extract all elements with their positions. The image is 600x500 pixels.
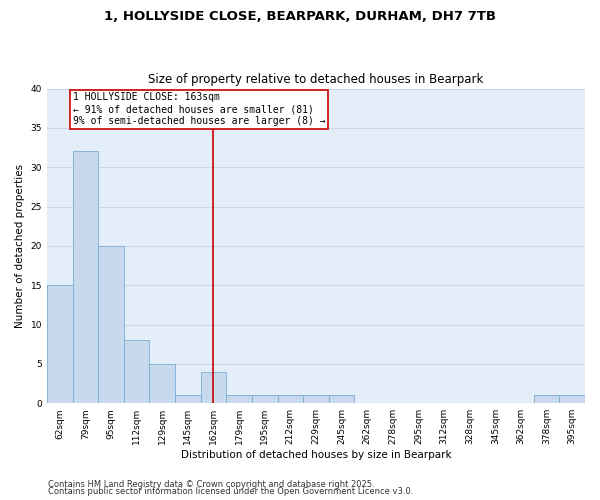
Bar (200, 372, 226, 403)
Y-axis label: Number of detached properties: Number of detached properties (15, 164, 25, 328)
Bar (559, 396, 585, 403)
Bar (98, 246, 124, 403)
Text: Contains HM Land Registry data © Crown copyright and database right 2025.: Contains HM Land Registry data © Crown c… (48, 480, 374, 489)
X-axis label: Distribution of detached houses by size in Bearpark: Distribution of detached houses by size … (181, 450, 451, 460)
Text: 1 HOLLYSIDE CLOSE: 163sqm
← 91% of detached houses are smaller (81)
9% of semi-d: 1 HOLLYSIDE CLOSE: 163sqm ← 91% of detac… (73, 92, 325, 126)
Bar (329, 396, 355, 403)
Text: Contains public sector information licensed under the Open Government Licence v3: Contains public sector information licen… (48, 487, 413, 496)
Bar (534, 396, 559, 403)
Text: 1, HOLLYSIDE CLOSE, BEARPARK, DURHAM, DH7 7TB: 1, HOLLYSIDE CLOSE, BEARPARK, DURHAM, DH… (104, 10, 496, 23)
Bar (47, 285, 73, 403)
Bar (252, 396, 278, 403)
Bar (73, 152, 98, 403)
Bar (303, 396, 329, 403)
Bar (175, 396, 200, 403)
Bar (149, 364, 175, 403)
Title: Size of property relative to detached houses in Bearpark: Size of property relative to detached ho… (148, 73, 484, 86)
Bar (278, 396, 303, 403)
Bar (124, 340, 149, 403)
Bar (226, 396, 252, 403)
